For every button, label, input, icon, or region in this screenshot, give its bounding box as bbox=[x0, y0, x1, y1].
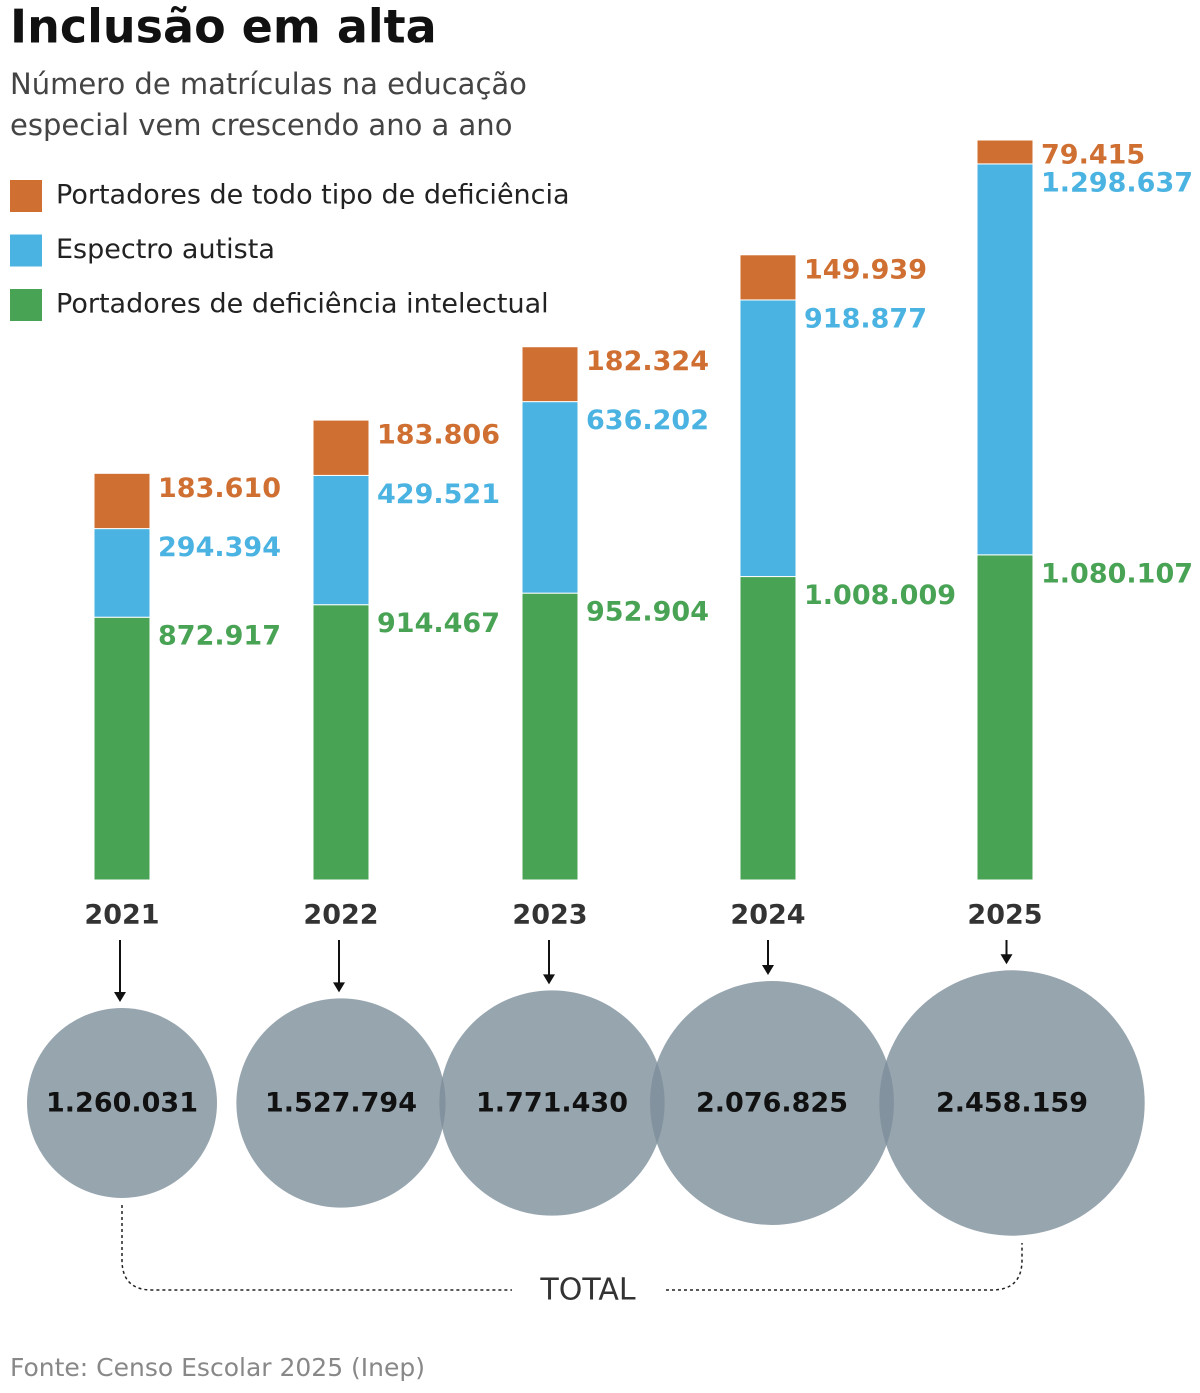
bar-segment bbox=[521, 592, 579, 881]
arrow-head bbox=[762, 965, 774, 976]
total-value-label: 2.076.825 bbox=[696, 1088, 848, 1119]
total-value-label: 1.771.430 bbox=[476, 1088, 628, 1119]
value-label: 914.467 bbox=[377, 608, 500, 639]
value-label: 1.008.009 bbox=[804, 580, 956, 611]
value-label: 182.324 bbox=[586, 346, 709, 377]
chart-subtitle: especial vem crescendo ano a ano bbox=[10, 108, 512, 142]
arrow-head bbox=[114, 992, 126, 1002]
value-label: 183.806 bbox=[377, 420, 500, 451]
x-tick-label: 2022 bbox=[303, 900, 378, 931]
legend-label: Espectro autista bbox=[56, 234, 275, 265]
x-tick-label: 2023 bbox=[512, 900, 587, 931]
bar-segment bbox=[739, 299, 797, 578]
x-tick-label: 2021 bbox=[84, 900, 159, 931]
value-label: 952.904 bbox=[586, 597, 709, 628]
chart-title: Inclusão em alta bbox=[10, 0, 437, 54]
value-label: 429.521 bbox=[377, 479, 500, 510]
value-label: 1.080.107 bbox=[1041, 558, 1193, 589]
bar-segment bbox=[93, 616, 151, 881]
total-bubble bbox=[27, 1008, 217, 1198]
x-tick-label: 2024 bbox=[730, 900, 805, 931]
bar-segment bbox=[312, 604, 370, 881]
source: Fonte: Censo Escolar 2025 (Inep) bbox=[10, 1353, 425, 1382]
bar-segment bbox=[521, 346, 579, 403]
bar-segment bbox=[976, 163, 1034, 556]
bar-segment bbox=[312, 474, 370, 606]
total-value-label: 2.458.159 bbox=[936, 1088, 1088, 1119]
arrow-head bbox=[1000, 954, 1013, 965]
arrow-head bbox=[333, 982, 345, 993]
bar-segment bbox=[93, 528, 151, 618]
value-label: 1.298.637 bbox=[1041, 167, 1193, 198]
total-value-label: 1.527.794 bbox=[265, 1088, 417, 1119]
value-label: 918.877 bbox=[804, 303, 927, 334]
x-tick-label: 2025 bbox=[967, 900, 1042, 931]
total-label: TOTAL bbox=[539, 1273, 635, 1308]
legend-label: Portadores de deficiência intelectual bbox=[56, 289, 549, 320]
value-label: 294.394 bbox=[158, 532, 281, 563]
total-bubble bbox=[439, 990, 665, 1216]
total-bubble bbox=[236, 998, 446, 1208]
legend-swatch bbox=[10, 289, 42, 321]
bar-segment bbox=[521, 401, 579, 594]
value-label: 183.610 bbox=[158, 473, 281, 504]
legend-swatch bbox=[10, 234, 42, 267]
chart-subtitle: Número de matrículas na educação bbox=[10, 67, 527, 101]
value-label: 149.939 bbox=[804, 254, 927, 285]
value-label: 636.202 bbox=[586, 405, 709, 436]
total-bracket bbox=[121, 1205, 1023, 1291]
bar-segment bbox=[976, 139, 1034, 165]
total-bubble bbox=[650, 981, 894, 1225]
bar-segment bbox=[739, 576, 797, 881]
bar-segment bbox=[739, 254, 797, 301]
legend-swatch bbox=[10, 180, 42, 212]
bar-segment bbox=[93, 472, 151, 530]
total-bubble bbox=[879, 970, 1145, 1236]
bar-segment bbox=[976, 554, 1034, 881]
arrow-head bbox=[543, 974, 555, 985]
legend-label: Portadores de todo tipo de deficiência bbox=[56, 180, 570, 211]
bar-segment bbox=[312, 419, 370, 476]
value-label: 872.917 bbox=[158, 621, 281, 652]
value-label: 79.415 bbox=[1041, 140, 1145, 171]
total-value-label: 1.260.031 bbox=[46, 1088, 198, 1119]
